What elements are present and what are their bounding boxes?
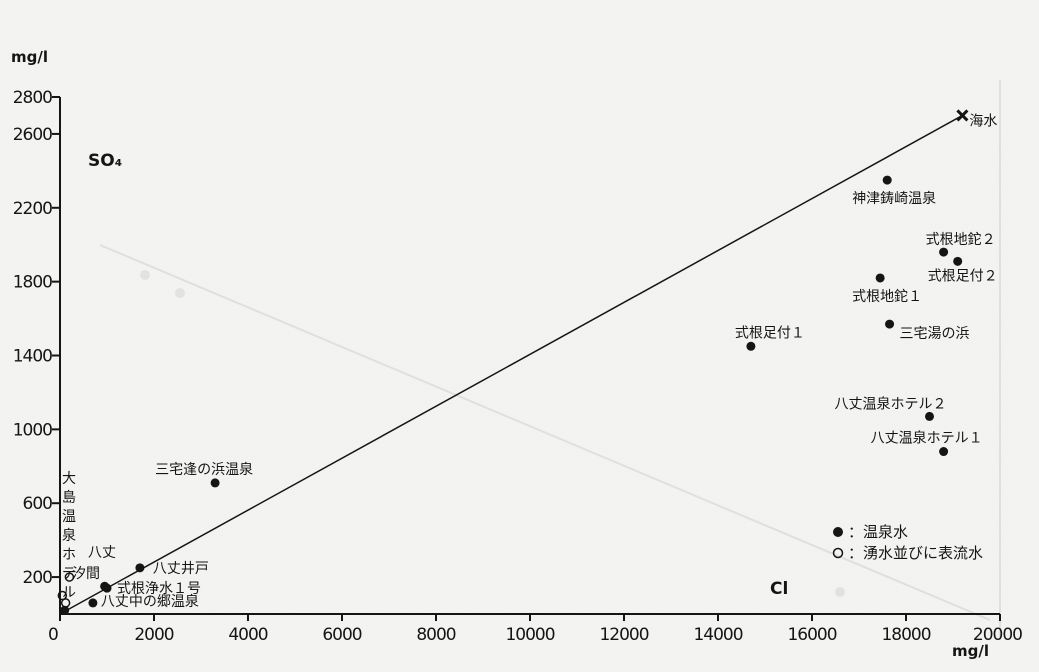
data-point-label: 八丈温泉ホテル１ — [871, 430, 983, 447]
data-point-marker — [746, 341, 756, 351]
data-point-label: 式根地鉈１ — [852, 288, 922, 305]
legend-label: ：温泉水 — [848, 523, 908, 541]
data-point-label: 八丈温泉ホテル２ — [835, 395, 947, 412]
data-point-marker — [953, 256, 963, 266]
data-point-marker — [939, 247, 949, 257]
y-axis-unit-label: mg/l — [11, 48, 48, 66]
data-point-marker — [885, 319, 895, 329]
data-point-marker — [939, 447, 949, 457]
data-point-label: 式根足付２ — [928, 268, 998, 284]
x-axis-series-label: Cl — [770, 579, 788, 599]
data-point-marker — [882, 175, 892, 185]
y-tick-label: 1000 — [13, 420, 52, 440]
data-point-label: 八丈井戸 — [153, 561, 209, 577]
y-tick-label: 200 — [23, 568, 53, 588]
data-point-label: 式根地鉈２ — [926, 231, 996, 248]
x-tick-label: 8000 — [416, 625, 455, 645]
data-point-marker — [925, 411, 934, 421]
y-tick-label: 2800 — [13, 88, 52, 108]
data-point-marker — [88, 598, 98, 608]
x-axis-unit-label: mg/l — [952, 642, 989, 660]
y-tick-label: 1400 — [13, 347, 52, 367]
data-point-marker — [875, 273, 885, 283]
x-tick-label: 6000 — [322, 625, 361, 645]
legend-marker-filled — [833, 527, 843, 537]
x-tick-label: 2000 — [134, 625, 173, 645]
legend-label: ：湧水並びに表流水 — [848, 544, 983, 562]
x-tick-label: 18000 — [881, 625, 930, 645]
x-tick-label: 16000 — [787, 625, 836, 645]
x-tick-label: 14000 — [693, 625, 742, 645]
data-point-label: 三宅湯の浜 — [900, 325, 970, 342]
y-tick-label: 2600 — [13, 125, 52, 145]
data-point-label: 八丈中の郷温泉 — [101, 593, 199, 610]
y-tick-label: 1800 — [13, 273, 52, 293]
y-axis-series-label: SO₄ — [88, 151, 122, 171]
y-tick-label: 600 — [23, 494, 53, 514]
data-point-marker — [210, 478, 220, 488]
data-point-label: 三宅逢の浜温泉 — [155, 461, 253, 478]
data-point-label: 神津鋳崎温泉 — [852, 190, 936, 207]
x-tick-label: 10000 — [505, 625, 554, 645]
y-tick-label: 2200 — [13, 199, 52, 219]
data-point-marker — [135, 563, 145, 573]
x-tick-label: 0 — [48, 625, 58, 645]
data-point-label: 式根足付１ — [735, 325, 805, 341]
seawater-label: 海水 — [969, 113, 997, 129]
data-point-marker — [102, 583, 112, 593]
x-tick-label: 4000 — [228, 625, 267, 645]
x-tick-label: 12000 — [599, 625, 648, 645]
